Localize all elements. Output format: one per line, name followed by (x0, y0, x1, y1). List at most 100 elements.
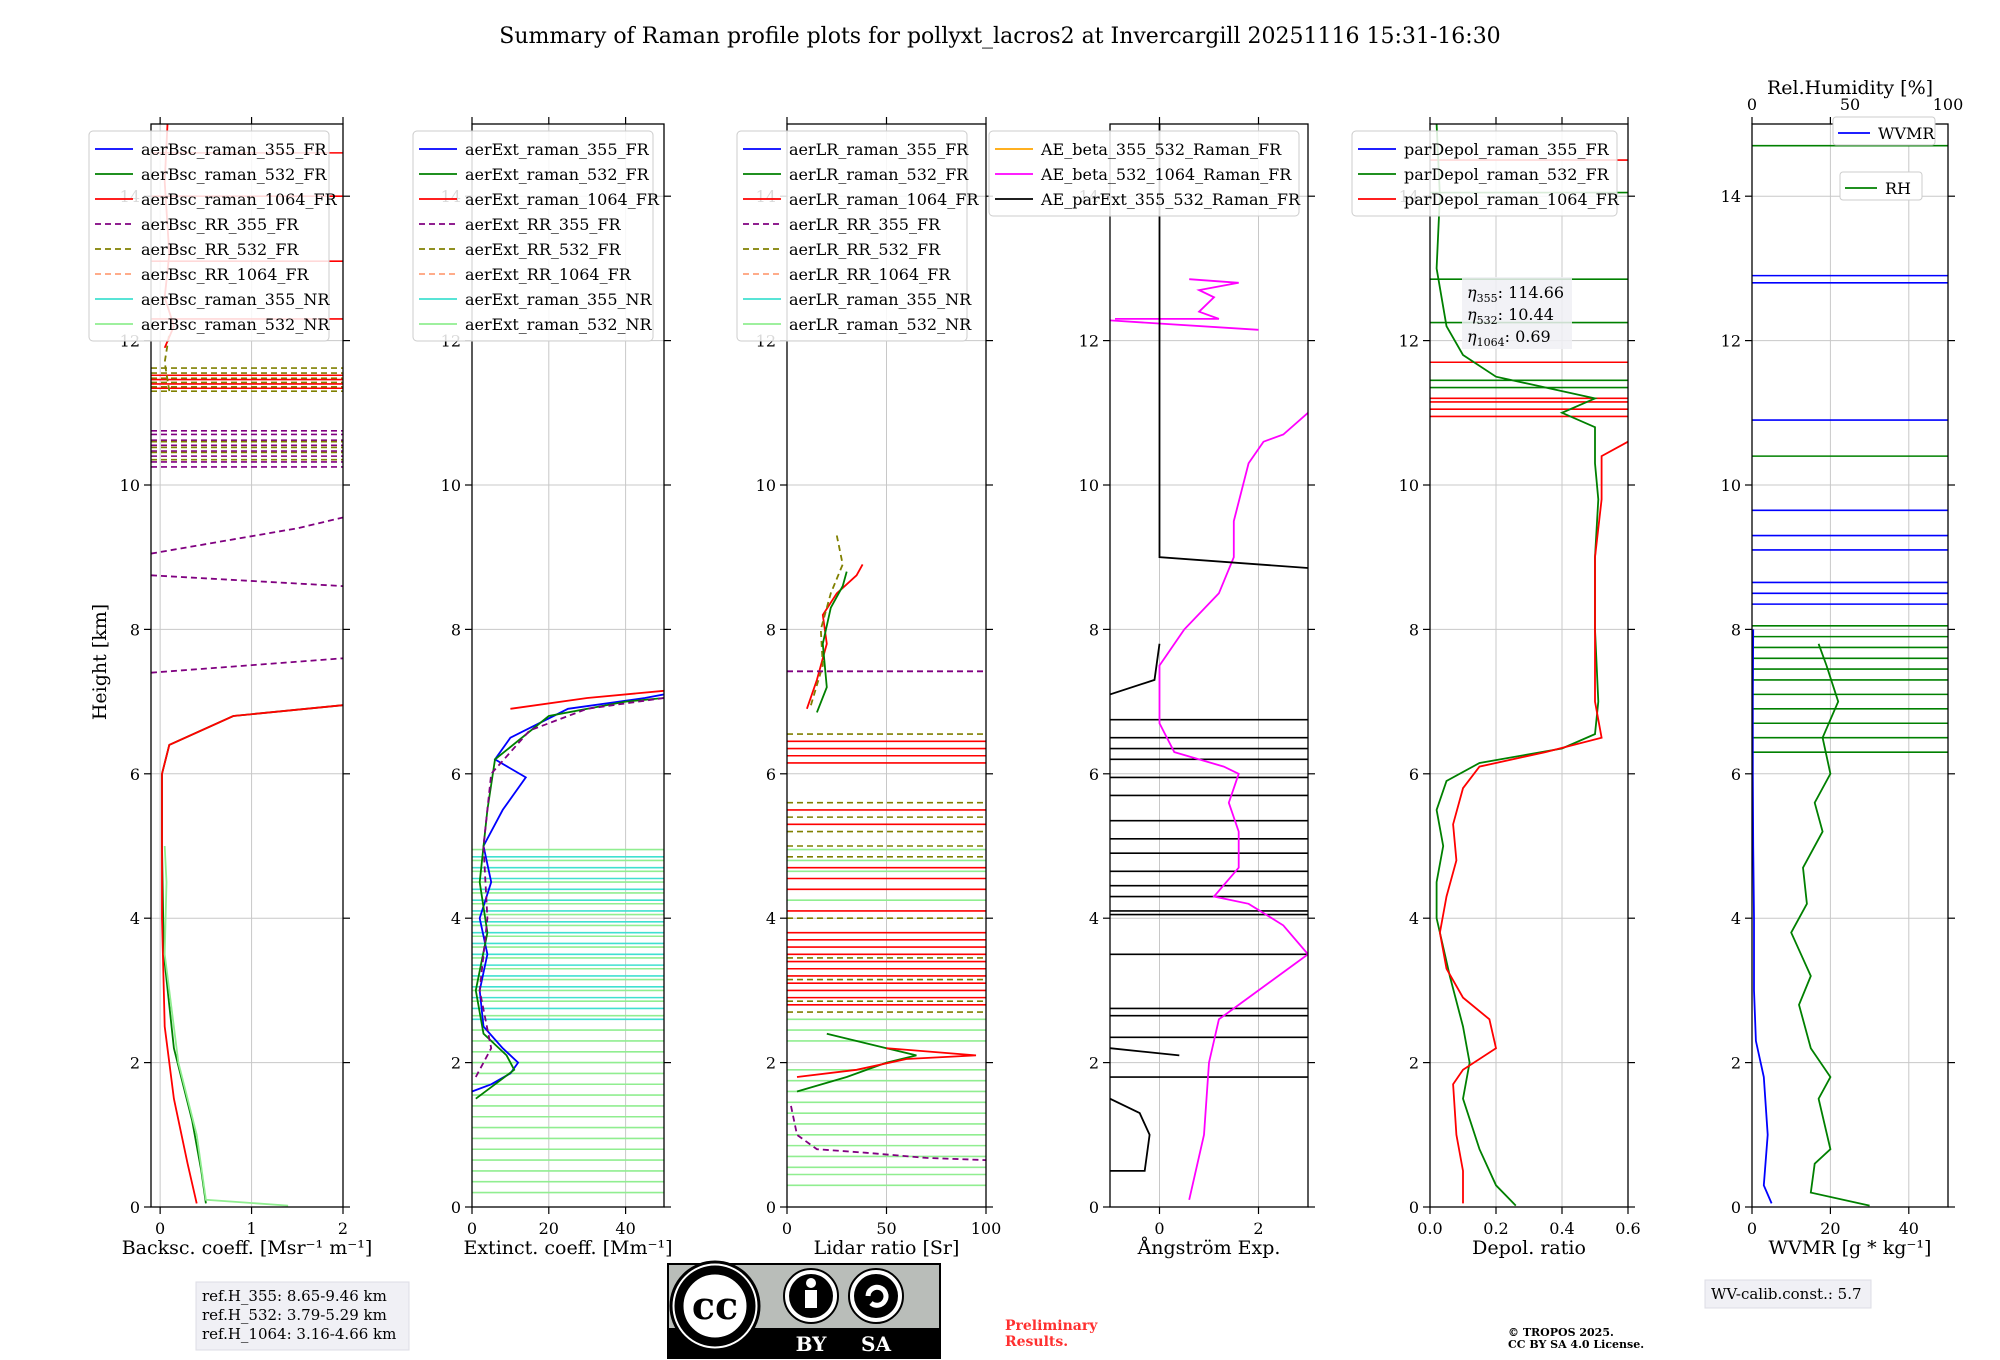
y-tick-label: 2 (766, 1054, 776, 1073)
y-tick-label: 10 (1399, 476, 1419, 495)
axes-frame (1429, 123, 1629, 1208)
y-tick-label: 6 (1089, 765, 1099, 784)
x-axis-label: Ångström Exp. (1137, 1237, 1281, 1259)
ref-heights-box: ref.H_355: 8.65-9.46 km ref.H_532: 3.79-… (195, 1281, 410, 1351)
x-tick-label: 40 (1899, 1219, 1919, 1238)
ref-height-1064: ref.H_1064: 3.16-4.66 km (202, 1325, 396, 1343)
legend-entry: aerExt_raman_1064_FR (465, 190, 660, 209)
y-tick-label: 2 (1089, 1054, 1099, 1073)
legend-box (736, 130, 968, 342)
series-AE_parExt_355_532_Raman_FR (1158, 124, 1308, 569)
series-aerExt_raman_1064_FR (510, 689, 664, 710)
y-tick-label: 6 (1731, 765, 1741, 784)
y-tick-label: 12 (1721, 332, 1741, 351)
y-tick-label: 6 (766, 765, 776, 784)
y-tick-label: 8 (766, 620, 776, 639)
legend-entry: aerExt_RR_1064_FR (465, 265, 632, 284)
x-tick-label: 0 (1154, 1219, 1164, 1238)
top-tick-label: 100 (1933, 95, 1964, 114)
y-tick-label: 14 (1721, 187, 1741, 206)
series-RH (1790, 643, 1870, 1207)
data-layer (787, 535, 986, 1187)
legend: aerLR_raman_355_FR aerLR_raman_532_FR aerL… (736, 130, 979, 342)
series-parDepol_raman_532_FR (1435, 124, 1600, 1207)
axes-frame (1751, 123, 1949, 1208)
y-tick-label: 2 (1409, 1054, 1419, 1073)
legend-entry: WVMR (1878, 124, 1935, 143)
legend-box (1839, 171, 1923, 201)
legend-entry: aerLR_raman_532_FR (789, 165, 969, 184)
series-aerExt_RR_355_FR (475, 697, 664, 1078)
legend-entry: parDepol_raman_532_FR (1404, 165, 1610, 184)
series-aerBsc_RR_355_FR (151, 516, 343, 555)
y-tick-label: 0 (1089, 1198, 1099, 1217)
legend-entry: aerBsc_RR_532_FR (141, 240, 299, 259)
legend-box (412, 130, 654, 342)
legend-entry: aerBsc_raman_532_FR (141, 165, 327, 184)
legend-entry: aerLR_RR_532_FR (789, 240, 941, 259)
sa-label: SA (861, 1332, 891, 1356)
legend-entry: parDepol_raman_355_FR (1404, 140, 1610, 159)
legend-entry: aerLR_raman_355_FR (789, 140, 969, 159)
eta-1064: η1064: 0.69 (1467, 327, 1551, 349)
x-axis-label: Extinct. coeff. [Mm⁻¹] (463, 1237, 672, 1259)
y-tick-label: 10 (441, 476, 461, 495)
panels: 01202468101214Backsc. coeff. [Msr⁻¹ m⁻¹]… (88, 77, 1964, 1259)
x-tick-label: 0.2 (1483, 1219, 1508, 1238)
y-tick-label: 2 (130, 1054, 140, 1073)
x-axis-label: WVMR [g * kg⁻¹] (1769, 1237, 1932, 1259)
y-tick-label: 4 (451, 909, 461, 928)
legend-entry: aerBsc_raman_1064_FR (141, 190, 338, 209)
y-tick-label: 0 (1731, 1198, 1741, 1217)
y-tick-label: 8 (451, 620, 461, 639)
panel-water_vapor: 0 20 40 0 2 4 6 8 10 12 14 WVMR [g * kg⁻¹] 0 50 100Rel… (1721, 77, 1964, 1259)
x-tick-label: 40 (615, 1219, 635, 1238)
y-tick-label: 6 (451, 765, 461, 784)
legend-entry: aerExt_RR_355_FR (465, 215, 622, 234)
panel-depolarization: 0.00.20.40.602468101214Depol. ratioη355:… (1351, 117, 1641, 1259)
y-tick-label: 10 (120, 476, 140, 495)
y-tick-label: 8 (130, 620, 140, 639)
by-label: BY (796, 1332, 828, 1356)
series-AE_beta_532_1064_Raman_FR (1158, 412, 1308, 1200)
y-tick-label: 10 (756, 476, 776, 495)
y-tick-label: 2 (1731, 1054, 1741, 1073)
x-tick-label: 0.4 (1549, 1219, 1574, 1238)
series-AE_parExt_355_532_Raman_FR (1110, 1097, 1151, 1172)
data-layer (1752, 144, 1948, 1207)
legend-entry: aerLR_RR_1064_FR (789, 265, 951, 284)
x-axis-label: Lidar ratio [Sr] (814, 1237, 960, 1259)
x-tick-label: 20 (1820, 1219, 1840, 1238)
series-aerLR_raman_532_FR (816, 571, 848, 713)
preliminary-line-2: Results. (1005, 1334, 1068, 1350)
ref-height-532: ref.H_532: 3.79-5.29 km (202, 1306, 387, 1324)
panel-lidar_ratio: 05010002468101214Lidar ratio [Sr]aerLR_r… (736, 117, 1001, 1259)
wv-calib-box: WV-calib.const.: 5.7 (1704, 1279, 1872, 1309)
legend-entry: aerExt_RR_532_FR (465, 240, 622, 259)
y-tick-label: 10 (1079, 476, 1099, 495)
y-tick-label: 4 (1089, 909, 1099, 928)
x-tick-label: 2 (338, 1219, 348, 1238)
legend-entry: aerBsc_raman_532_NR (141, 315, 330, 334)
legend: parDepol_raman_355_FR parDepol_raman_532_… (1351, 130, 1620, 217)
y-tick-label: 0 (1409, 1198, 1419, 1217)
x-axis-label: Backsc. coeff. [Msr⁻¹ m⁻¹] (122, 1237, 373, 1259)
y-tick-label: 0 (451, 1198, 461, 1217)
series-aerLR_RR_355_FR (790, 1105, 986, 1161)
x-tick-label: 0 (1747, 1219, 1757, 1238)
legend-entry: aerLR_RR_355_FR (789, 215, 941, 234)
series-aerLR_raman_1064_FR (796, 1047, 977, 1078)
series-aerBsc_RR_355_FR (151, 657, 343, 674)
y-tick-label: 2 (451, 1054, 461, 1073)
series-aerBsc_raman_532_NR (163, 845, 289, 1207)
legend-entry: aerLR_raman_1064_FR (789, 190, 979, 209)
preliminary-line-1: Preliminary (1005, 1318, 1098, 1334)
data-layer (472, 689, 664, 1194)
legend-entry: AE_beta_355_532_Raman_FR (1040, 140, 1282, 159)
legend-entry: parDepol_raman_1064_FR (1404, 190, 1620, 209)
top-axis-label: Rel.Humidity [%] (1767, 77, 1933, 99)
legend-entry: aerLR_raman_355_NR (789, 290, 972, 309)
series-aerLR_raman_532_FR (796, 1032, 917, 1093)
